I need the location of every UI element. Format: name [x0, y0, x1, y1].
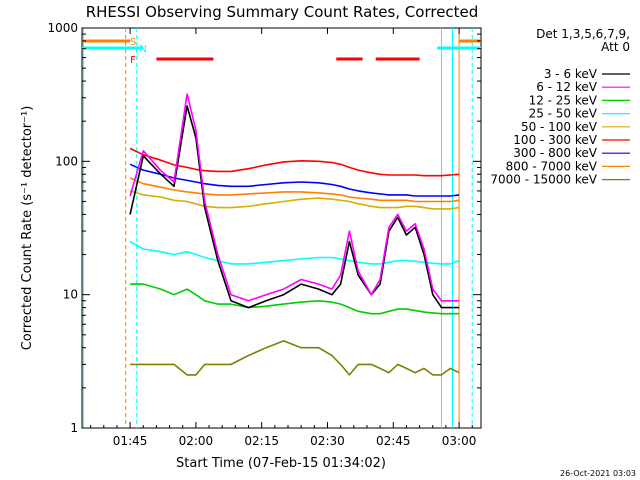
footer-timestamp: 26-Oct-2021 03:03 — [560, 469, 636, 478]
x-tick-label: 02:15 — [244, 434, 279, 448]
y-tick-label: 10 — [63, 288, 78, 302]
legend-label: 800 - 7000 keV — [506, 159, 598, 173]
series-line — [129, 147, 460, 177]
legend-label: 7000 - 15000 keV — [490, 173, 597, 187]
series-line — [129, 240, 460, 265]
legend-label: 100 - 300 keV — [513, 133, 597, 147]
y-axis-label: Corrected Count Rate (s⁻¹ detector⁻¹) — [20, 106, 35, 351]
chart-title: RHESSI Observing Summary Count Rates, Co… — [86, 3, 479, 21]
x-axis-label: Start Time (07-Feb-15 01:34:02) — [176, 456, 386, 471]
series-line — [129, 190, 460, 210]
y-axis: 1 10 100 1000 — [47, 21, 481, 435]
x-tick-label: 02:30 — [310, 434, 345, 448]
series-line — [129, 105, 460, 309]
series-line — [129, 177, 460, 203]
legend-header-line-2: Att 0 — [601, 40, 630, 54]
legend-label: 12 - 25 keV — [529, 93, 598, 107]
flag-label-f: F — [130, 55, 136, 66]
plot-frame — [81, 27, 482, 429]
series-line — [129, 163, 460, 197]
x-tick-label: 01:45 — [113, 434, 148, 448]
x-axis: 01:45 02:00 02:15 02:30 02:45 03:00 — [90, 28, 477, 448]
legend-label: 3 - 6 keV — [544, 67, 598, 81]
series-line — [129, 93, 460, 302]
series-line — [130, 340, 460, 376]
y-tick-label: 100 — [55, 154, 78, 168]
flag-label-n: N — [139, 44, 146, 55]
legend-header-line-1: Det 1,3,5,6,7,9, — [536, 27, 630, 41]
x-tick-label: 03:00 — [442, 434, 477, 448]
legend-label: 6 - 12 keV — [536, 80, 598, 94]
plot-area: SNF — [81, 27, 482, 429]
series-line — [130, 283, 460, 315]
x-tick-label: 02:45 — [376, 434, 411, 448]
legend-label: 300 - 800 keV — [513, 146, 597, 160]
y-tick-label: 1000 — [47, 21, 78, 35]
legend-label: 25 - 50 keV — [529, 107, 598, 121]
x-tick-label: 02:00 — [179, 434, 214, 448]
y-tick-label: 1 — [70, 421, 78, 435]
flag-label-s: S — [130, 37, 136, 48]
legend-label: 50 - 100 keV — [521, 120, 598, 134]
